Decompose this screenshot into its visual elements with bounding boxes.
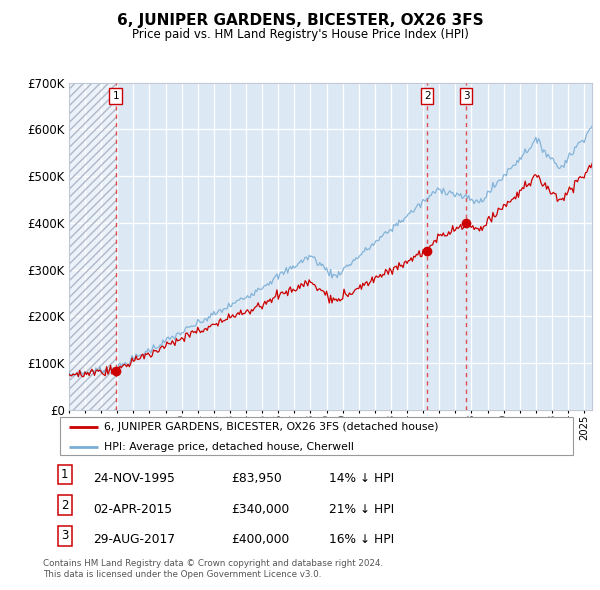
Text: 1: 1 bbox=[61, 468, 68, 481]
Text: £400,000: £400,000 bbox=[231, 533, 289, 546]
Text: 29-AUG-2017: 29-AUG-2017 bbox=[93, 533, 175, 546]
Text: This data is licensed under the Open Government Licence v3.0.: This data is licensed under the Open Gov… bbox=[43, 571, 322, 579]
Text: 2: 2 bbox=[61, 499, 68, 512]
Text: 21% ↓ HPI: 21% ↓ HPI bbox=[329, 503, 394, 516]
Text: 3: 3 bbox=[61, 529, 68, 542]
Text: HPI: Average price, detached house, Cherwell: HPI: Average price, detached house, Cher… bbox=[104, 442, 353, 452]
Text: 14% ↓ HPI: 14% ↓ HPI bbox=[329, 472, 394, 485]
Text: 6, JUNIPER GARDENS, BICESTER, OX26 3FS (detached house): 6, JUNIPER GARDENS, BICESTER, OX26 3FS (… bbox=[104, 422, 438, 432]
Text: 6, JUNIPER GARDENS, BICESTER, OX26 3FS: 6, JUNIPER GARDENS, BICESTER, OX26 3FS bbox=[116, 13, 484, 28]
Text: 3: 3 bbox=[463, 91, 469, 101]
Text: 2: 2 bbox=[424, 91, 431, 101]
Text: 24-NOV-1995: 24-NOV-1995 bbox=[93, 472, 175, 485]
Text: 02-APR-2015: 02-APR-2015 bbox=[93, 503, 172, 516]
Bar bbox=[69, 83, 116, 410]
Text: £340,000: £340,000 bbox=[231, 503, 289, 516]
Text: £83,950: £83,950 bbox=[231, 472, 282, 485]
Text: Price paid vs. HM Land Registry's House Price Index (HPI): Price paid vs. HM Land Registry's House … bbox=[131, 28, 469, 41]
Text: Contains HM Land Registry data © Crown copyright and database right 2024.: Contains HM Land Registry data © Crown c… bbox=[43, 559, 383, 568]
Text: 16% ↓ HPI: 16% ↓ HPI bbox=[329, 533, 394, 546]
Text: 1: 1 bbox=[112, 91, 119, 101]
Bar bbox=[69, 83, 116, 410]
